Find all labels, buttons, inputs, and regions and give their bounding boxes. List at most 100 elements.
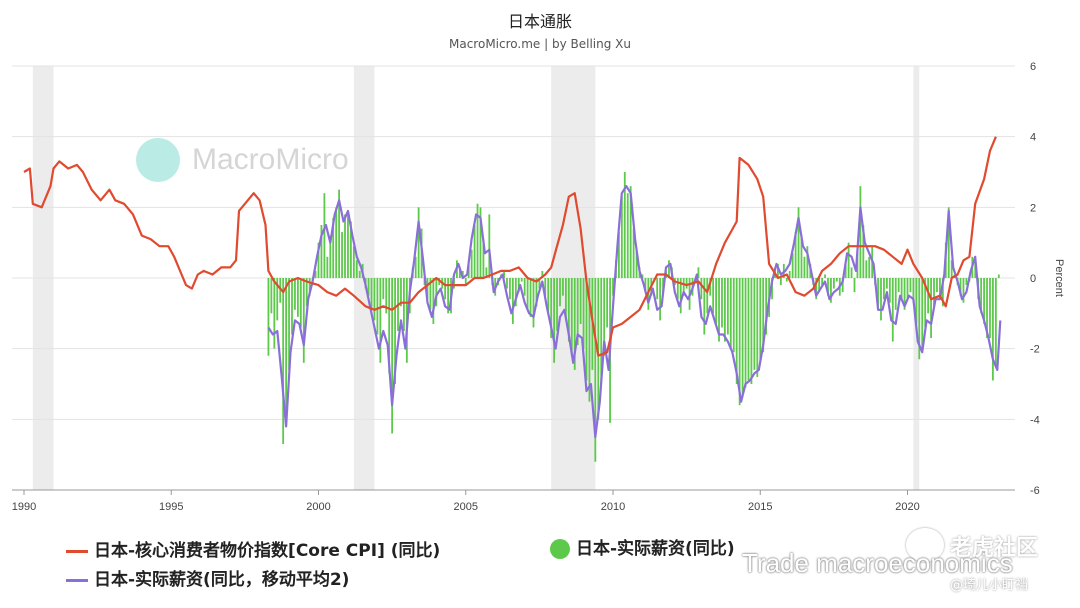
wage-bar xyxy=(276,278,279,321)
wage-bar xyxy=(771,278,773,300)
x-tick-label: 2000 xyxy=(306,501,330,513)
wage-bar xyxy=(603,278,606,356)
wage-bar xyxy=(432,278,435,324)
legend-item-core-cpi[interactable]: 日本-核心消费者物价指数[Core CPI] (同比) xyxy=(66,536,440,561)
wage-bar xyxy=(373,278,376,321)
wage-bar xyxy=(868,256,871,278)
wage-bar xyxy=(279,278,282,303)
wage-bar xyxy=(332,217,335,278)
wage-bar xyxy=(523,278,526,296)
wage-bar xyxy=(273,278,276,349)
wage-bar xyxy=(623,172,626,278)
wage-bar xyxy=(473,225,476,278)
wage-bar xyxy=(756,278,759,377)
wage-bar xyxy=(582,278,585,349)
wage-bar xyxy=(983,278,985,324)
wage-bar xyxy=(679,278,682,314)
wage-bar xyxy=(779,278,782,286)
wage-bar xyxy=(370,278,373,310)
wage-bar xyxy=(959,278,962,296)
wage-bar xyxy=(376,278,379,335)
wage-bar xyxy=(600,278,603,384)
watermark: MacroMicro xyxy=(136,138,349,182)
wage-bar xyxy=(606,278,609,328)
core-cpi-line xyxy=(23,136,997,357)
wage-bar xyxy=(320,225,323,278)
wage-bar xyxy=(579,278,582,324)
wage-bar xyxy=(656,278,659,300)
wage-bar xyxy=(947,207,950,278)
x-tick-label: 2010 xyxy=(601,501,625,513)
wage-bar xyxy=(712,278,715,314)
wage-bar xyxy=(358,270,361,278)
wage-bar xyxy=(597,278,600,420)
wage-bar xyxy=(936,278,938,293)
wage-bar xyxy=(721,278,723,328)
wage-bar xyxy=(335,207,338,278)
wage-bar xyxy=(759,278,762,363)
wage-bar xyxy=(394,278,396,384)
wage-bar xyxy=(514,278,517,307)
wage-bar xyxy=(939,278,941,296)
wage-bar xyxy=(585,278,588,381)
wage-bar xyxy=(815,278,818,300)
wage-bar xyxy=(986,278,988,339)
wage-bar xyxy=(547,278,550,314)
wage-bar xyxy=(703,278,706,335)
wage-bar xyxy=(794,232,797,278)
wage-bar xyxy=(564,278,567,321)
wage-bar xyxy=(535,278,538,307)
wage-bar xyxy=(503,270,505,278)
wage-bar xyxy=(544,278,547,296)
wage-bar xyxy=(426,278,429,300)
wage-bar xyxy=(403,278,405,331)
wage-bar xyxy=(352,246,355,278)
y-tick-label: 2 xyxy=(1030,202,1036,214)
wage-bar xyxy=(285,278,288,420)
wage-bar xyxy=(659,278,662,321)
wage-bar xyxy=(562,278,564,296)
legend-item-wage[interactable]: 日本-实际薪资(同比) xyxy=(550,534,735,559)
wage-bar xyxy=(888,278,891,303)
legend-item-wage-ma[interactable]: 日本-实际薪资(同比，移动平均2) xyxy=(66,565,349,590)
watermark-text: MacroMicro xyxy=(192,143,349,176)
wage-bar xyxy=(668,260,670,278)
wage-bar xyxy=(532,278,535,328)
y-tick-label: -4 xyxy=(1030,414,1040,426)
wage-bar xyxy=(314,270,317,278)
wage-bar xyxy=(803,256,806,278)
wage-bar xyxy=(414,256,417,278)
y-axis-label: Percent xyxy=(1053,259,1065,297)
wage-bar xyxy=(850,267,853,278)
wage-bar xyxy=(877,278,879,307)
wage-bar xyxy=(464,278,467,286)
wage-bar xyxy=(267,278,270,356)
wage-bar xyxy=(785,278,788,282)
wage-bar xyxy=(853,278,856,293)
wage-ma-legend-swatch xyxy=(66,578,88,582)
wage-bar xyxy=(444,278,447,300)
legend-label-wage: 日本-实际薪资(同比) xyxy=(576,539,735,559)
wage-bar xyxy=(429,278,432,310)
wage-bar xyxy=(918,278,921,360)
wage-bar xyxy=(832,278,835,289)
wage-bar xyxy=(488,214,491,278)
legend-label-core-cpi: 日本-核心消费者物价指数[Core CPI] (同比) xyxy=(94,541,441,561)
wage-bar xyxy=(941,278,944,307)
wage-bar xyxy=(329,235,332,278)
core-cpi-legend-swatch xyxy=(66,549,88,553)
wage-bar xyxy=(747,278,750,381)
y-tick-label: 4 xyxy=(1030,132,1036,144)
wage-bar xyxy=(800,235,803,278)
wage-bar xyxy=(788,270,791,278)
wage-bar xyxy=(835,278,838,282)
wage-bar xyxy=(291,278,293,335)
wage-bar xyxy=(626,193,629,278)
wage-bar xyxy=(576,278,579,346)
wage-bar xyxy=(697,267,700,278)
x-tick-label: 1990 xyxy=(12,501,36,513)
wage-bar xyxy=(762,278,765,353)
wage-bar xyxy=(700,278,703,300)
wage-bar xyxy=(388,278,391,374)
